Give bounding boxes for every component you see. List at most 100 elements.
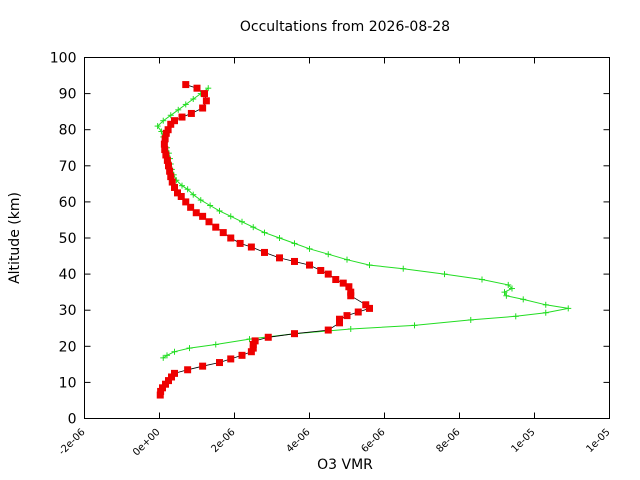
data-point [249,340,257,348]
y-tick-label: 80 [59,123,77,139]
data-point [167,120,175,128]
data-point [411,322,418,329]
data-point [212,341,219,348]
data-point [238,351,246,359]
data-point [347,325,354,332]
data-point [261,229,268,236]
data-point [184,366,192,374]
data-point [251,337,259,345]
data-point [171,183,178,191]
data-point [168,373,175,381]
data-point [190,191,197,198]
data-point [227,213,234,220]
data-point [247,243,255,251]
data-point [343,312,351,320]
data-point [157,387,165,395]
data-point [184,186,191,193]
data-point [467,316,474,323]
data-point [187,109,195,117]
data-point [479,276,485,283]
y-tick-label: 40 [59,267,77,283]
data-point [261,248,268,256]
data-point [171,369,178,377]
data-point [207,202,214,209]
data-point [503,292,510,299]
y-tick-label: 90 [59,87,77,103]
data-point [160,354,167,361]
y-tick-label: 30 [59,303,77,319]
data-point [166,167,174,175]
data-point [306,261,313,269]
y-tick-label: 50 [59,231,77,247]
data-point [264,333,272,341]
data-point [171,348,178,355]
series-2 [156,81,373,399]
data-point [291,240,298,247]
data-point [565,305,572,312]
y-axis-label: Altitude (km) [7,192,23,284]
data-point [167,112,174,119]
data-point [239,218,245,225]
data-point [168,178,176,186]
data-point [501,289,508,296]
data-point [193,84,201,92]
data-point [317,266,325,274]
data-point [324,326,332,334]
data-point [179,182,185,189]
data-point [291,257,298,265]
data-point [182,101,189,108]
data-point [171,117,178,125]
data-point [199,104,207,112]
data-point [175,106,182,113]
data-point [164,126,172,134]
data-point [336,319,343,327]
x-axis-label: O3 VMR [317,457,373,473]
data-point [161,135,169,143]
data-point [216,359,223,367]
data-point [366,304,373,312]
chart-title: Occultations from 2026-08-28 [240,19,450,35]
y-tick-label: 100 [50,51,77,67]
data-point [345,283,353,291]
data-point [212,223,220,231]
data-point [246,336,253,343]
data-point [182,198,190,206]
data-point [161,146,169,154]
data-point [325,251,332,258]
data-point [347,292,355,300]
data-point [366,262,373,269]
data-point [324,270,332,278]
data-point [291,330,298,338]
data-point [167,173,175,181]
data-point [190,96,197,103]
data-point [362,301,370,309]
data-point [165,377,172,385]
data-point [276,235,283,241]
data-point [154,123,161,130]
data-point [336,315,343,323]
data-point [165,162,172,170]
data-point [505,281,512,288]
y-tick-label: 70 [59,159,77,175]
data-point [201,90,208,98]
y-tick-label: 10 [59,375,77,391]
y-tick-label: 60 [59,195,77,211]
data-point [227,234,235,242]
y-tick-label: 0 [68,412,77,428]
series-layer [154,81,572,399]
data-point [216,207,223,214]
data-point [199,362,207,370]
data-point [509,285,515,292]
data-point [164,352,170,359]
data-point [163,156,171,164]
data-point [236,239,244,247]
data-point [162,380,169,388]
y-tick-label: 20 [59,339,77,355]
y-axis: 0 10 20 30 40 50 60 70 80 90 100 [50,51,610,428]
data-point [247,348,255,356]
data-point [227,355,235,363]
data-point [187,203,195,211]
data-point [202,97,210,105]
data-point [162,151,170,159]
